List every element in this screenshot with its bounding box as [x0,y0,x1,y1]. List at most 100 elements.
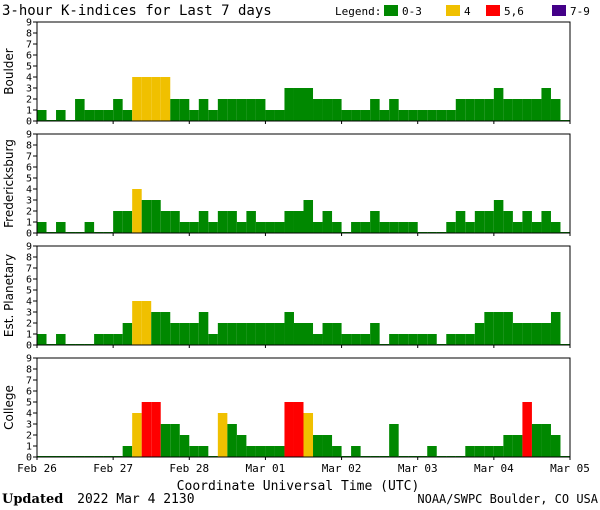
bar-3-49 [503,435,513,457]
legend-swatch-3 [552,5,566,16]
bar-0-29 [313,99,323,121]
bar-3-45 [465,446,475,457]
bar-3-15 [179,435,190,457]
bar-0-11 [141,77,152,121]
bar-0-47 [484,99,494,121]
bar-2-32 [341,334,352,345]
bar-2-37 [389,334,399,345]
bar-0-18 [208,110,218,121]
bar-3-53 [541,424,551,457]
bar-1-33 [351,222,361,233]
bar-3-10 [132,413,142,457]
bar-1-8 [113,211,123,233]
bar-0-22 [246,99,256,121]
bar-1-36 [379,222,390,233]
bar-3-37 [389,424,399,457]
bar-1-34 [360,222,371,233]
bar-2-50 [512,323,523,345]
bar-2-2 [56,334,66,345]
y-tick-label-2-0: 0 [26,341,32,352]
bar-2-23 [255,323,266,345]
bar-1-25 [274,222,285,233]
bar-1-47 [484,211,494,233]
bar-2-17 [198,312,209,345]
bar-1-29 [313,222,323,233]
bar-2-45 [465,334,475,345]
bar-2-48 [493,312,504,345]
y-tick-label-1-7: 7 [26,152,32,163]
bar-2-6 [94,334,104,345]
y-tick-label-1-1: 1 [26,218,32,229]
bar-2-53 [541,323,551,345]
panel-name-0: Boulder [2,48,16,95]
y-tick-label-0-3: 3 [26,84,32,95]
bar-0-16 [189,110,199,121]
bar-2-11 [141,301,152,345]
panel-frame-2 [36,245,571,346]
bar-0-35 [370,99,380,121]
bar-2-43 [446,334,456,345]
bar-0-40 [417,110,428,121]
bar-1-35 [370,211,380,233]
x-tick-label-2: Feb 28 [169,462,209,475]
bar-2-26 [284,312,294,345]
bar-0-23 [255,99,266,121]
bar-2-30 [322,323,333,345]
x-tick-label-0: Feb 26 [17,462,57,475]
bar-0-8 [113,99,123,121]
bar-1-11 [141,200,152,233]
panel-name-3: College [2,385,16,430]
bar-1-31 [332,222,342,233]
bar-1-14 [170,211,180,233]
bar-0-17 [198,99,209,121]
bar-1-49 [503,211,513,233]
bar-2-35 [370,323,380,345]
legend-label-0: 0-3 [402,5,422,18]
bar-0-38 [398,110,409,121]
bar-2-14 [170,323,180,345]
legend-swatch-1 [446,5,460,16]
bar-1-20 [227,211,237,233]
bar-1-30 [322,211,333,233]
y-tick-label-3-8: 8 [26,365,32,376]
bar-0-21 [236,99,247,121]
legend-label-3: 7-9 [570,5,590,18]
bar-0-53 [541,88,551,121]
bar-2-8 [113,334,123,345]
y-tick-label-3-2: 2 [26,431,32,442]
y-tick-label-0-1: 1 [26,106,32,117]
bar-3-16 [189,446,199,457]
bar-3-23 [255,446,266,457]
bar-1-50 [512,222,523,233]
bar-2-24 [265,323,275,345]
panel-name-2: Est. Planetary [2,254,16,337]
bar-0-0 [37,110,47,121]
bar-2-54 [550,312,561,345]
bar-2-18 [208,334,218,345]
bar-2-22 [246,323,256,345]
y-tick-label-3-5: 5 [26,398,32,409]
bar-0-46 [474,99,485,121]
bar-1-16 [189,222,199,233]
y-tick-label-0-4: 4 [26,73,32,84]
legend: Legend: 0-3 4 5,6 7-9 [335,5,590,18]
bar-2-27 [293,323,304,345]
bar-1-28 [303,200,314,233]
bar-3-54 [550,435,561,457]
y-tick-label-1-6: 6 [26,163,32,174]
bar-2-34 [360,334,371,345]
y-tick-label-0-7: 7 [26,40,32,51]
bar-0-20 [227,99,237,121]
x-tick-label-6: Mar 04 [474,462,514,475]
updated-time: 2022 Mar 4 2130 [77,492,194,507]
bar-2-33 [351,334,361,345]
bar-1-27 [293,211,304,233]
y-tick-label-3-6: 6 [26,387,32,398]
bar-1-0 [37,222,47,233]
bar-0-19 [217,99,228,121]
y-tick-label-1-8: 8 [26,141,32,152]
bar-1-22 [246,211,256,233]
bar-2-19 [217,323,228,345]
bar-3-52 [531,424,542,457]
